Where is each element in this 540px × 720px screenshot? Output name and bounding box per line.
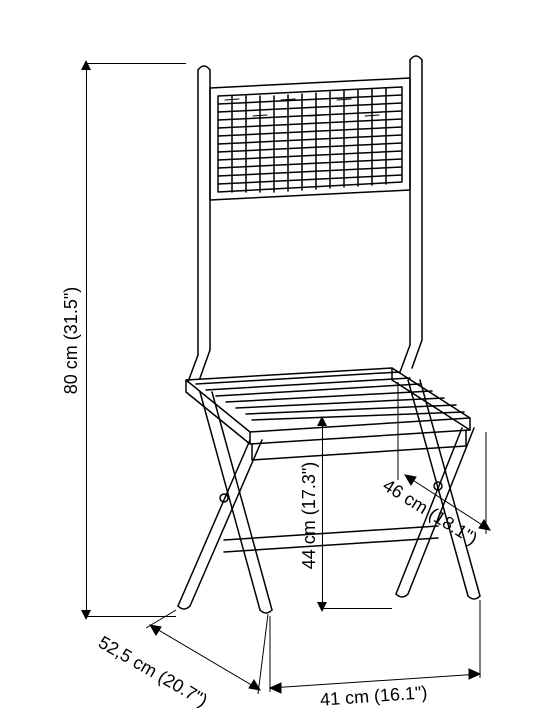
dim-width-svg	[0, 0, 540, 720]
diagram-stage: 80 cm (31.5") 44 cm (17.3") 46 cm (18.1"…	[0, 0, 540, 720]
